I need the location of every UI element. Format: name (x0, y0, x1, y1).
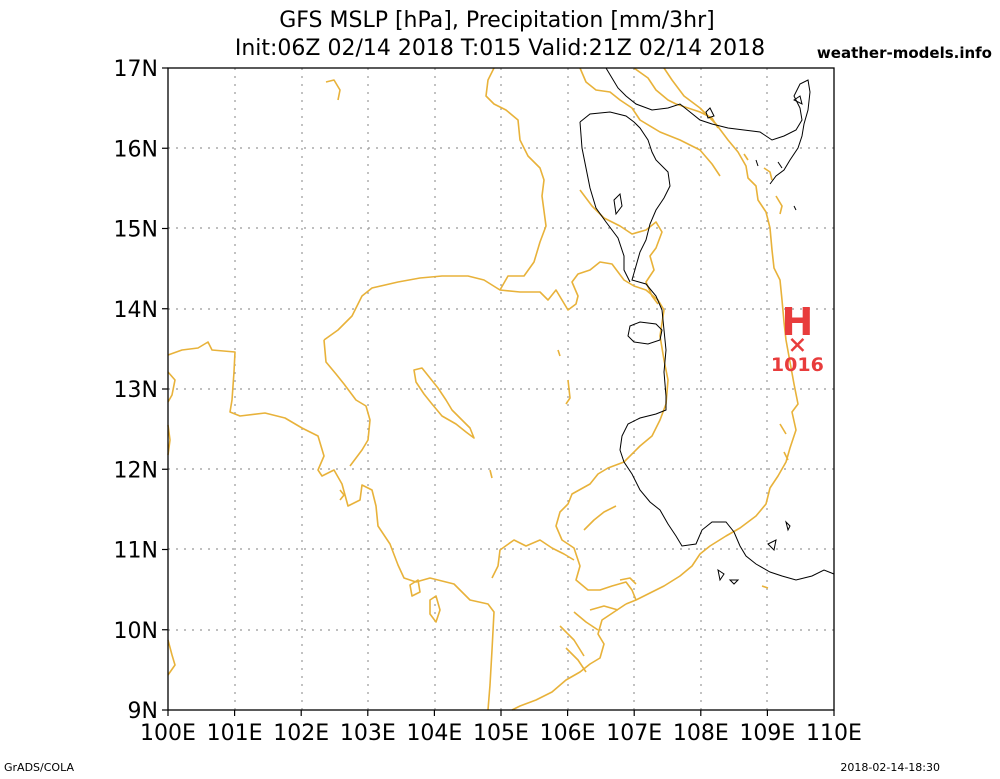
lat-labels: 17N 16N 15N 14N 13N 12N 11N 10N 9N (114, 57, 158, 724)
timestamp: 2018-02-14-18:30 (840, 761, 940, 774)
lon-label: 110E (806, 721, 862, 746)
map-subtitle: Init:06Z 02/14 2018 T:015 Valid:21Z 02/1… (234, 36, 766, 61)
isobar-contours (579, 67, 835, 585)
lat-label: 10N (114, 619, 158, 644)
lon-label: 103E (340, 721, 396, 746)
lon-label: 105E (473, 721, 529, 746)
lat-label: 13N (114, 378, 158, 403)
grads-credit: GrADS/COLA (4, 761, 74, 774)
axis-ticks (162, 67, 835, 716)
high-pressure-value: 1016 (771, 354, 824, 376)
lon-label: 106E (540, 721, 596, 746)
lon-label: 108E (673, 721, 729, 746)
lon-label: 109E (739, 721, 795, 746)
lon-label: 101E (207, 721, 263, 746)
high-pressure-marker[interactable]: H 1016 (771, 300, 824, 376)
high-center-x-icon (790, 337, 805, 352)
map-title: GFS MSLP [hPa], Precipitation [mm/3hr] (279, 8, 715, 33)
lon-label: 100E (140, 721, 196, 746)
lon-label: 107E (606, 721, 662, 746)
lat-label: 17N (114, 57, 158, 82)
lat-label: 11N (114, 539, 158, 564)
lat-label: 9N (128, 699, 158, 724)
lat-label: 16N (114, 137, 158, 162)
lat-label: 12N (114, 458, 158, 483)
lat-label: 15N (114, 218, 158, 243)
coastlines-borders (167, 67, 799, 711)
lon-labels: 100E 101E 102E 103E 104E 105E 106E 107E 108E 109E… (140, 721, 862, 746)
site-credit[interactable]: weather-models.info (816, 44, 992, 62)
grid-lines (168, 68, 834, 710)
lon-label: 102E (273, 721, 329, 746)
lon-label: 104E (406, 721, 462, 746)
high-letter: H (781, 300, 813, 344)
lat-label: 14N (114, 298, 158, 323)
